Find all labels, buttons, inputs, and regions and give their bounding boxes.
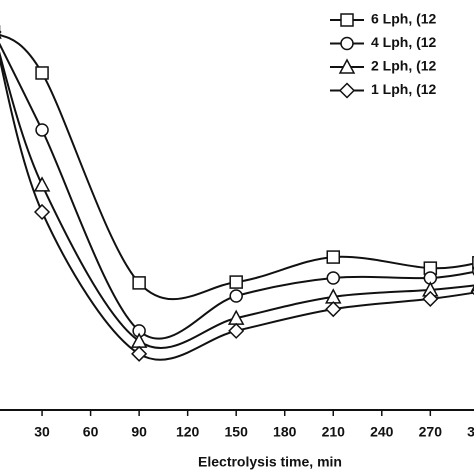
marker [229, 289, 243, 303]
x-tick-label: 150 [225, 424, 249, 440]
x-tick-label: 210 [322, 424, 346, 440]
marker [34, 203, 51, 221]
legend-label: 2 Lph, (12 [371, 58, 437, 74]
x-axis-title: Electrolysis time, min [198, 454, 342, 470]
marker [35, 66, 49, 80]
marker [132, 276, 146, 290]
marker [470, 288, 474, 296]
legend-label: 4 Lph, (12 [371, 34, 437, 50]
marker [325, 301, 342, 318]
marker [0, 30, 2, 34]
x-tick-label: 270 [419, 424, 443, 440]
marker [131, 345, 148, 362]
x-tick-label: 90 [131, 424, 147, 440]
marker [338, 58, 356, 74]
x-tick-label: 180 [273, 424, 297, 440]
x-tick-label: 240 [370, 424, 394, 440]
legend-label: 6 Lph, (12 [371, 11, 437, 27]
marker [229, 275, 243, 289]
legend-label: 1 Lph, (12 [371, 81, 437, 97]
marker [340, 36, 354, 51]
x-tick-label: 30 [34, 424, 50, 440]
x-tick-label: 60 [83, 424, 99, 440]
series-line [0, 51, 474, 349]
marker [340, 13, 354, 27]
marker [0, 35, 2, 39]
marker [472, 256, 474, 270]
series-line [0, 33, 474, 301]
x-tick-label: 300 [467, 424, 474, 440]
x-tick-label: 120 [176, 424, 200, 440]
series-line [0, 55, 474, 361]
marker [35, 123, 49, 137]
marker [33, 176, 51, 192]
marker [326, 271, 341, 285]
marker [228, 322, 245, 339]
marker [422, 290, 439, 307]
marker [326, 250, 341, 264]
marker [338, 82, 356, 99]
